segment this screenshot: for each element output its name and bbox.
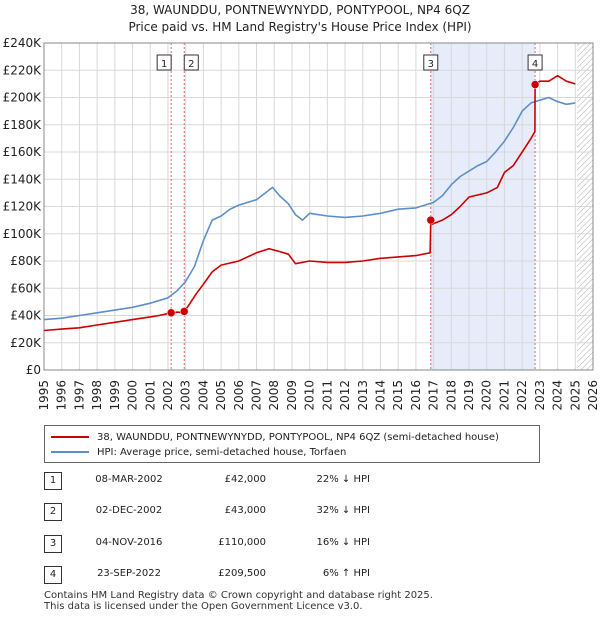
x-tick-label: 2011 <box>320 380 334 411</box>
y-tick-label: £240K <box>3 36 43 50</box>
y-tick-label: £140K <box>3 172 43 186</box>
x-tick-label: 1996 <box>55 380 69 411</box>
x-tick-label: 2022 <box>515 380 529 411</box>
x-tick-label: 1998 <box>90 380 104 411</box>
transaction-point <box>180 307 189 316</box>
x-tick-label: 2025 <box>568 380 582 411</box>
chart-subtitle: Price paid vs. HM Land Registry's House … <box>128 20 472 34</box>
x-tick-label: 2004 <box>196 380 210 411</box>
transaction-number-box <box>527 54 543 71</box>
transaction-number-box <box>183 54 199 71</box>
footer: Contains HM Land Registry data © Crown c… <box>44 590 433 612</box>
transaction-row: 1 08-MAR-2002 £42,000 22% ↓ HPI <box>44 472 464 490</box>
y-tick-label: £0 <box>26 363 41 377</box>
y-tick-label: £180K <box>3 118 43 132</box>
x-tick-label: 2013 <box>356 380 370 411</box>
x-tick-label: 2012 <box>338 380 352 411</box>
transaction-number-label: 3 <box>428 59 434 70</box>
plot-border <box>43 42 594 371</box>
x-tick-label: 2005 <box>214 380 228 411</box>
transaction-row: 2 02-DEC-2002 £43,000 32% ↓ HPI <box>44 503 464 521</box>
transaction-number-label: 1 <box>161 59 167 70</box>
transaction-date: 08-MAR-2002 <box>95 474 163 485</box>
x-tick-label: 2021 <box>497 380 511 411</box>
footer-licence: This data is licensed under the Open Gov… <box>44 601 363 612</box>
legend-label-price: 38, WAUNDDU, PONTNEWYNYDD, PONTYPOOL, NP… <box>97 431 499 443</box>
transaction-hpi: 6% ↑ HPI <box>322 568 370 579</box>
x-tick-label: 2008 <box>267 380 281 411</box>
transaction-point <box>426 215 436 225</box>
transaction-number: 2 <box>44 503 62 521</box>
hpi-series-line <box>43 96 576 321</box>
x-tick-label: 2026 <box>586 380 600 411</box>
x-tick-label: 2007 <box>250 380 264 411</box>
x-tick-label: 1997 <box>72 380 86 411</box>
y-tick-label: £60K <box>10 281 42 295</box>
transaction-number-box <box>423 54 439 71</box>
legend-item-price: 38, WAUNDDU, PONTNEWYNYDD, PONTYPOOL, NP… <box>51 430 499 444</box>
y-tick-label: £40K <box>10 309 42 323</box>
transaction-hpi: 32% ↓ HPI <box>316 505 370 516</box>
x-tick-label: 2019 <box>462 380 476 411</box>
legend-label-hpi: HPI: Average price, semi-detached house,… <box>97 446 347 458</box>
x-tick-label: 2016 <box>409 380 423 411</box>
x-tick-label: 2024 <box>551 380 565 411</box>
transaction-number-label: 2 <box>188 59 194 70</box>
transaction-hpi: 22% ↓ HPI <box>316 474 370 485</box>
footer-copyright: Contains HM Land Registry data © Crown c… <box>44 590 433 601</box>
price-chart: £0 £20K £40K £60K £80K £100K £120K £140K £160K £1… <box>3 36 600 411</box>
y-tick-label: £100K <box>3 227 43 241</box>
y-tick-label: £120K <box>3 200 43 214</box>
x-tick-label: 2017 <box>427 380 441 411</box>
transaction-row: 3 04-NOV-2016 £110,000 16% ↓ HPI <box>44 535 464 553</box>
x-tick-label: 2009 <box>285 380 299 411</box>
x-tick-label: 1995 <box>37 380 51 411</box>
y-tick-label: £200K <box>3 91 43 105</box>
chart-title-line: 38, WAUNDDU, PONTNEWYNYDD, PONTYPOOL, NP… <box>130 3 470 17</box>
transaction-price: £42,000 <box>224 474 266 485</box>
x-tick-label: 2002 <box>161 380 175 411</box>
legend: 38, WAUNDDU, PONTNEWYNYDD, PONTYPOOL, NP… <box>44 425 540 463</box>
transaction-price: £209,500 <box>218 568 266 579</box>
transaction-number-label: 4 <box>532 59 538 70</box>
transaction-price: £110,000 <box>218 537 266 548</box>
y-tick-label: £20K <box>10 336 42 350</box>
transaction-point <box>530 80 540 89</box>
y-tick-label: £80K <box>10 254 42 268</box>
transaction-row: 4 23-SEP-2022 £209,500 6% ↑ HPI <box>44 566 464 584</box>
transaction-hpi: 16% ↓ HPI <box>316 537 370 548</box>
y-tick-label: £160K <box>3 145 43 159</box>
transaction-point <box>166 308 176 318</box>
x-tick-label: 2010 <box>303 380 317 411</box>
x-tick-label: 2014 <box>373 380 387 411</box>
transaction-date: 02-DEC-2002 <box>95 505 163 516</box>
x-tick-label: 2015 <box>391 380 405 411</box>
x-tick-label: 1999 <box>108 380 122 411</box>
transaction-date: 23-SEP-2022 <box>97 568 161 579</box>
transaction-number: 4 <box>44 566 62 584</box>
transaction-date: 04-NOV-2016 <box>95 537 163 548</box>
transaction-number-box <box>156 54 172 71</box>
y-tick-label: £220K <box>3 63 43 77</box>
x-tick-label: 2003 <box>179 380 193 411</box>
x-tick-label: 2023 <box>533 380 547 411</box>
x-tick-label: 2001 <box>143 380 157 411</box>
transaction-number: 3 <box>44 535 62 553</box>
x-tick-label: 2006 <box>232 380 246 411</box>
legend-item-hpi: HPI: Average price, semi-detached house,… <box>51 445 346 459</box>
x-tick-label: 2000 <box>126 380 140 411</box>
legend-swatch-hpi <box>51 451 89 453</box>
x-tick-label: 2020 <box>480 380 494 411</box>
legend-swatch-price <box>51 436 89 438</box>
transaction-price: £43,000 <box>224 505 266 516</box>
x-tick-label: 2018 <box>444 380 458 411</box>
transaction-number: 1 <box>44 472 62 490</box>
chart-title: 38, WAUNDDU, PONTNEWYNYDD, PONTYPOOL, NP… <box>0 2 600 36</box>
